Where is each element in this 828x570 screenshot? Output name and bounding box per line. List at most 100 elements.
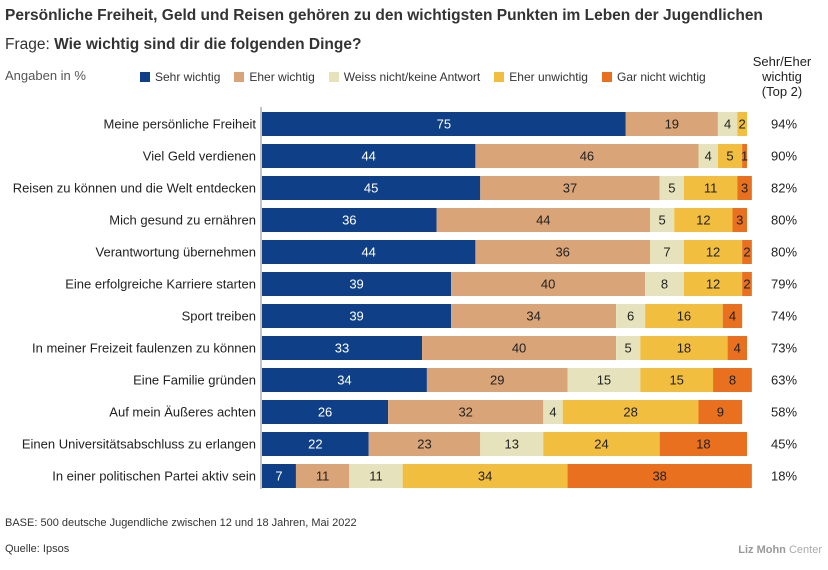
- bar-segment: [683, 272, 743, 296]
- bar-segment: [742, 272, 752, 296]
- bar-value-label: 40: [541, 277, 555, 292]
- bar-segment: [650, 208, 675, 232]
- legend-item: Eher wichtig: [234, 70, 315, 84]
- legend-swatch: [328, 72, 339, 82]
- bar-value-label: 19: [665, 117, 679, 132]
- bar-segment: [262, 432, 369, 456]
- bar-value-label: 32: [458, 405, 472, 420]
- bar-value-label: 11: [316, 469, 330, 484]
- bar-value-label: 22: [308, 437, 322, 452]
- top2-value: 82%: [771, 181, 797, 196]
- bar-segment: [426, 368, 568, 392]
- bar-value-label: 75: [437, 117, 451, 132]
- category-label: Verantwortung übernehmen: [96, 245, 256, 260]
- bar-segment: [737, 112, 747, 136]
- bar-value-label: 37: [563, 181, 577, 196]
- bar-segment: [543, 432, 660, 456]
- category-label: Auf mein Äußeres achten: [109, 405, 256, 420]
- bar-value-label: 46: [580, 149, 594, 164]
- category-label: In einer politischen Partei aktiv sein: [52, 469, 256, 484]
- legend-swatch: [601, 72, 612, 82]
- bar-value-label: 33: [335, 341, 349, 356]
- category-label: Viel Geld verdienen: [143, 149, 256, 164]
- bar-segment: [567, 464, 752, 488]
- category-label: Eine erfolgreiche Karriere starten: [65, 277, 256, 292]
- question-text: Wie wichtig sind dir die folgenden Dinge…: [54, 36, 362, 53]
- bar-value-label: 12: [706, 245, 720, 260]
- bar-segment: [262, 176, 481, 200]
- brand-name: Liz Mohn: [738, 544, 786, 556]
- bar-segment: [262, 144, 476, 168]
- bar-segment: [262, 240, 476, 264]
- legend-swatch: [234, 72, 245, 82]
- bar-value-label: 15: [597, 373, 611, 388]
- bar-value-label: 34: [337, 373, 351, 388]
- bar-segment: [717, 144, 743, 168]
- bar-value-label: 7: [663, 245, 670, 260]
- legend-label: Eher unwichtig: [509, 70, 588, 84]
- bar-value-label: 5: [726, 149, 733, 164]
- top2-value: 94%: [771, 117, 797, 132]
- category-label: Meine persönliche Freiheit: [104, 117, 257, 132]
- bar-segment: [567, 368, 641, 392]
- bar-value-label: 8: [661, 277, 668, 292]
- bar-segment: [742, 240, 752, 264]
- bar-segment: [713, 368, 752, 392]
- bar-value-label: 36: [342, 213, 356, 228]
- footer-source: Quelle: Ipsos: [5, 543, 70, 555]
- bar-value-label: 4: [549, 405, 556, 420]
- category-label: Sport treiben: [182, 309, 256, 324]
- footer-base: BASE: 500 deutsche Jugendliche zwischen …: [5, 517, 357, 529]
- bar-value-label: 8: [729, 373, 736, 388]
- bar-segment: [645, 304, 723, 328]
- bar-segment: [436, 208, 650, 232]
- brand-logo: Liz Mohn Center: [738, 544, 822, 556]
- bar-segment: [698, 144, 718, 168]
- category-label: Mich gesund zu ernähren: [109, 213, 256, 228]
- top2-header: Sehr/Eher wichtig (Top 2): [742, 54, 822, 99]
- top2-value: 58%: [771, 405, 797, 420]
- legend-label: Sehr wichtig: [155, 70, 221, 84]
- bar-value-label: 3: [736, 213, 743, 228]
- bar-value-label: 36: [555, 245, 569, 260]
- bar-segment: [640, 336, 728, 360]
- bar-segment: [698, 400, 743, 424]
- top2-value: 79%: [771, 277, 797, 292]
- bar-value-label: 24: [594, 437, 608, 452]
- bar-value-label: 40: [512, 341, 526, 356]
- legend-swatch: [494, 72, 505, 82]
- bar-value-label: 3: [741, 181, 748, 196]
- bar-value-label: 12: [696, 213, 710, 228]
- bar-segment: [480, 432, 544, 456]
- bar-segment: [451, 272, 646, 296]
- bar-segment: [475, 240, 650, 264]
- bar-value-label: 16: [677, 309, 691, 324]
- top2-value: 45%: [771, 437, 797, 452]
- bar-value-label: 28: [623, 405, 637, 420]
- legend-item: Eher unwichtig: [494, 70, 588, 84]
- bar-segment: [683, 176, 738, 200]
- legend-label: Eher wichtig: [249, 70, 315, 84]
- chart-title: Persönliche Freiheit, Geld und Reisen ge…: [5, 7, 763, 24]
- bar-segment: [480, 176, 660, 200]
- bar-value-label: 23: [417, 437, 431, 452]
- question-line: Frage: Wie wichtig sind dir die folgende…: [5, 36, 361, 54]
- top2-value: 80%: [771, 213, 797, 228]
- bar-segment: [543, 400, 563, 424]
- bar-value-label: 2: [739, 117, 746, 132]
- bar-value-label: 9: [717, 405, 724, 420]
- bar-value-label: 44: [361, 245, 375, 260]
- top2-value: 73%: [771, 341, 797, 356]
- bar-segment: [562, 400, 699, 424]
- bar-value-label: 6: [627, 309, 634, 324]
- bar-value-label: 2: [743, 277, 750, 292]
- bar-segment: [262, 368, 427, 392]
- top2-value: 90%: [771, 149, 797, 164]
- question-prefix: Frage:: [5, 36, 50, 53]
- bar-segment: [683, 240, 743, 264]
- bar-segment: [616, 304, 646, 328]
- bar-segment: [295, 464, 350, 488]
- bar-segment: [262, 400, 389, 424]
- units-label: Angaben in %: [5, 68, 86, 83]
